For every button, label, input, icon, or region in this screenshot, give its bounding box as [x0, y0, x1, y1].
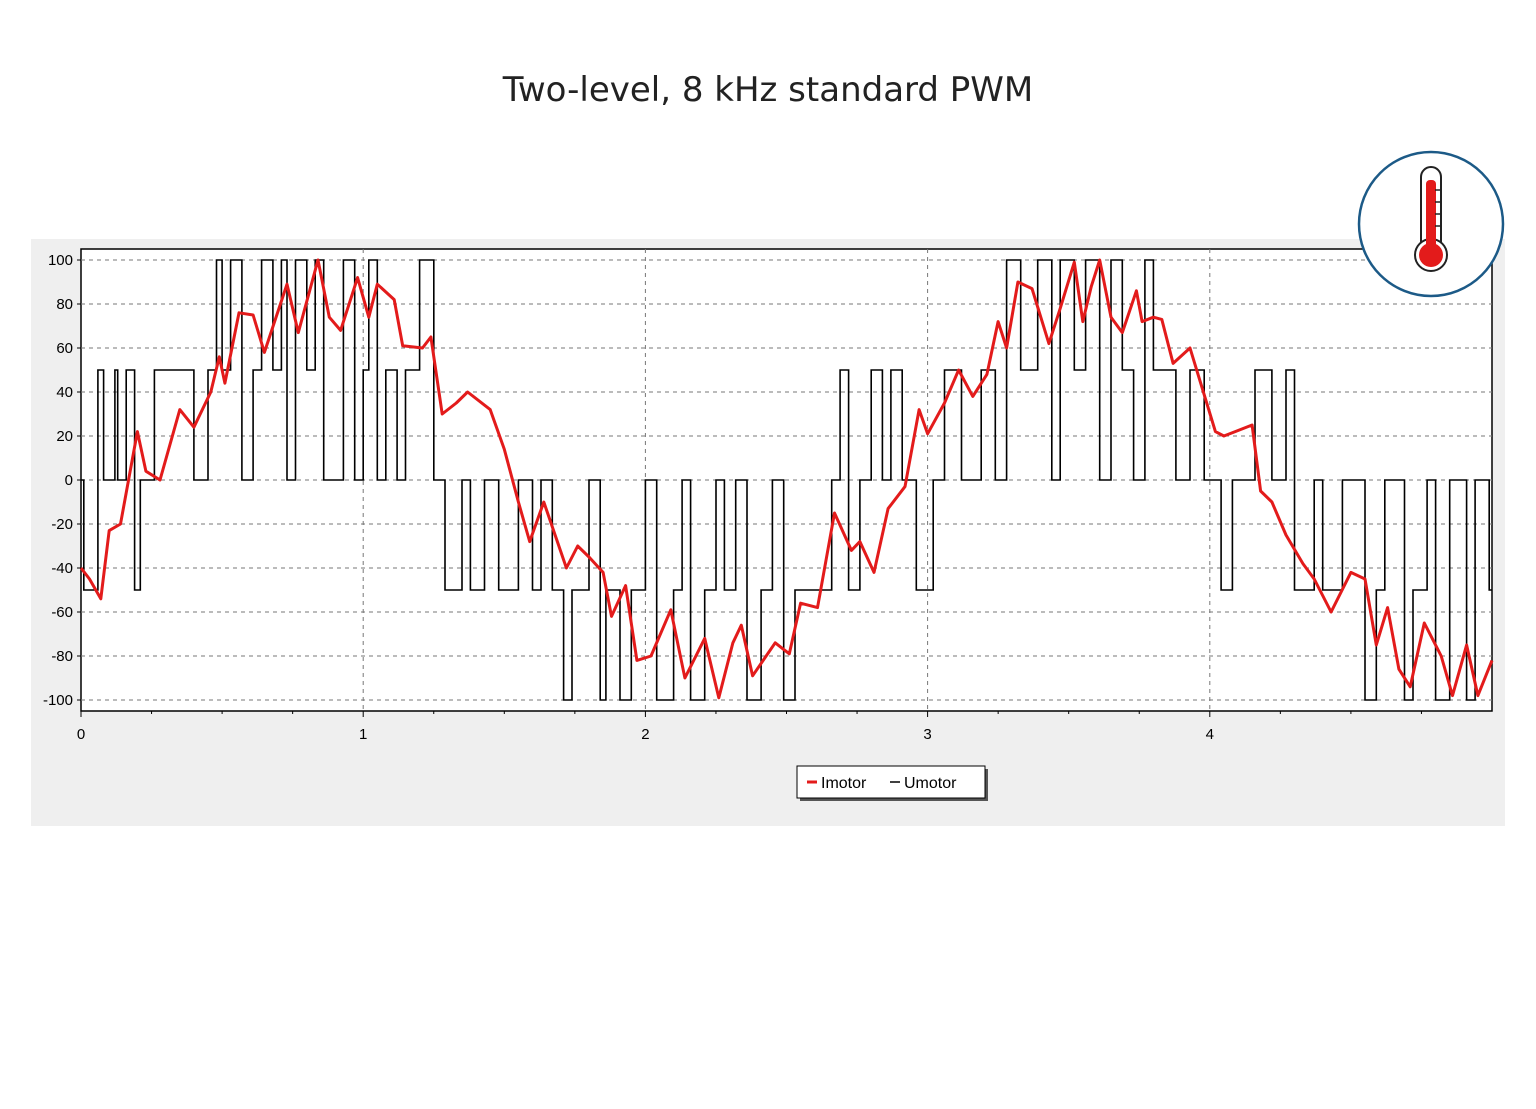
thermometer-mercury	[1426, 180, 1436, 255]
x-tick-label: 0	[77, 726, 85, 743]
series-imotor	[79, 258, 1494, 700]
y-tick-label: 40	[56, 384, 73, 401]
legend: Imotor Umotor	[796, 765, 988, 801]
y-tick-label: -80	[51, 648, 73, 665]
grid	[81, 249, 1492, 711]
x-tick-label: 1	[359, 726, 367, 743]
y-tick-label: -100	[43, 692, 73, 709]
y-tick-label: 100	[48, 252, 73, 269]
series-layer	[79, 258, 1494, 701]
legend-label-imotor: Imotor	[821, 775, 867, 792]
y-tick-label: -40	[51, 560, 73, 577]
y-tick-label: 20	[56, 428, 73, 445]
x-tick-label: 3	[923, 726, 931, 743]
y-tick-label: -20	[51, 516, 73, 533]
thermometer-scale	[1435, 189, 1440, 227]
y-tick-label: 0	[65, 472, 73, 489]
thermometer-icon	[1357, 150, 1505, 298]
y-tick-label: -60	[51, 604, 73, 621]
y-tick-label: 80	[56, 296, 73, 313]
chart-title: Two-level, 8 kHz standard PWM	[502, 70, 1034, 110]
series-umotor	[81, 259, 1492, 701]
x-tick-label: 4	[1206, 726, 1214, 743]
thermometer-bulb	[1419, 243, 1443, 267]
legend-label-umotor: Umotor	[904, 775, 957, 792]
x-tick-label: 2	[641, 726, 649, 743]
y-tick-label: 60	[56, 340, 73, 357]
